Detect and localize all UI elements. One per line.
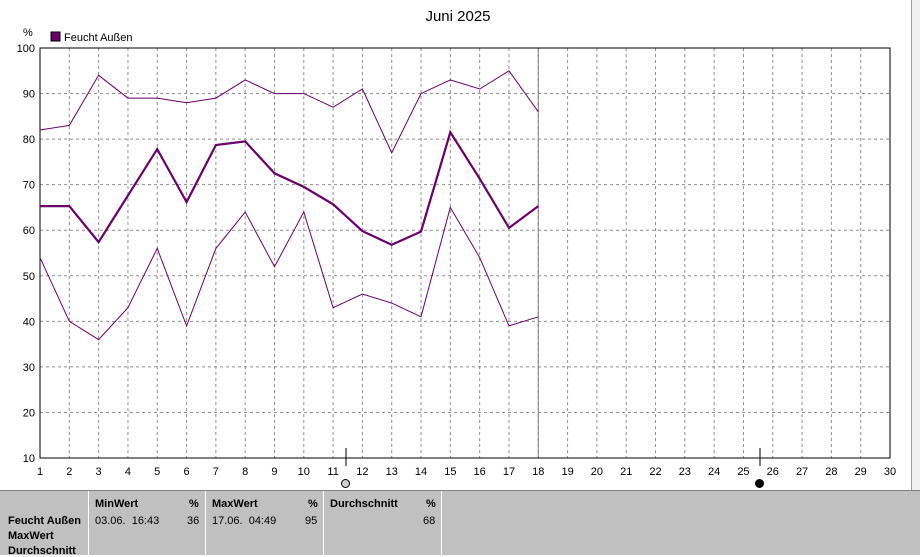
avg-value: 68 — [423, 515, 436, 527]
plot-area — [40, 48, 890, 458]
x-tick-label: 3 — [96, 466, 102, 478]
x-tick-label: 25 — [737, 466, 749, 478]
x-tick-label: 24 — [708, 466, 720, 478]
statistics-panel: Feucht Außen MaxWert Durchschnitt MinWer… — [0, 490, 920, 557]
min-unit: % — [189, 498, 199, 510]
row-label-maxwert: MaxWert — [8, 530, 54, 542]
min-time: 03.06. 16:43 — [95, 515, 160, 527]
legend-label: Feucht Außen — [64, 32, 133, 44]
x-tick-label: 27 — [796, 466, 808, 478]
x-tick-label: 11 — [327, 466, 338, 478]
x-tick-label: 18 — [532, 466, 544, 478]
row-label-durchschnitt: Durchschnitt — [8, 545, 76, 557]
x-tick-label: 30 — [884, 466, 896, 478]
range-end-marker[interactable] — [755, 479, 764, 488]
series-line-avg — [40, 129, 539, 247]
x-tick-label: 22 — [649, 466, 661, 478]
plot-frame — [39, 47, 891, 459]
y-tick-label: 100 — [17, 43, 35, 55]
series-line-max — [39, 70, 539, 154]
y-tick-label: 50 — [23, 271, 35, 283]
row-label-feucht-aussen: Feucht Außen — [8, 515, 81, 527]
y-tick-label: 20 — [23, 407, 35, 419]
y-tick-label: 30 — [23, 362, 35, 374]
max-value: 95 — [305, 515, 318, 527]
stats-column-min: MinWert % 03.06. 16:43 36 — [88, 491, 205, 555]
max-header: MaxWert — [212, 498, 258, 510]
x-tick-label: 7 — [213, 466, 219, 478]
series-line-min — [39, 206, 539, 341]
x-tick-label: 23 — [679, 466, 691, 478]
x-tick-label: 16 — [474, 466, 486, 478]
x-tick-label: 29 — [855, 466, 867, 478]
y-tick-label: 60 — [23, 225, 35, 237]
min-value: 36 — [187, 515, 200, 527]
window-frame-right — [911, 0, 920, 490]
y-axis-unit: % — [23, 27, 33, 39]
x-tick-label: 6 — [183, 466, 189, 478]
x-tick-label: 5 — [154, 466, 160, 478]
max-unit: % — [308, 498, 318, 510]
x-tick-label: 17 — [503, 466, 515, 478]
x-tick-label: 1 — [37, 466, 43, 478]
stats-column-avg: Durchschnitt % 68 — [323, 491, 442, 555]
x-tick-label: 13 — [386, 466, 398, 478]
min-header: MinWert — [95, 498, 139, 510]
x-tick-label: 12 — [356, 466, 368, 478]
range-start-marker[interactable] — [341, 479, 350, 488]
x-tick-label: 26 — [767, 466, 779, 478]
x-tick-label: 20 — [591, 466, 603, 478]
x-tick-label: 4 — [125, 466, 131, 478]
avg-unit: % — [426, 498, 436, 510]
x-tick-label: 8 — [242, 466, 248, 478]
x-tick-label: 21 — [620, 466, 632, 478]
x-tick-label: 2 — [66, 466, 72, 478]
x-tick-label: 15 — [444, 466, 456, 478]
x-tick-label: 10 — [298, 466, 310, 478]
y-tick-label: 40 — [23, 316, 35, 328]
x-tick-label: 19 — [561, 466, 573, 478]
y-tick-label: 80 — [23, 134, 35, 146]
y-tick-label: 10 — [23, 453, 35, 465]
x-tick-label: 28 — [825, 466, 837, 478]
stats-column-max: MaxWert % 17.06. 04:49 95 — [205, 491, 323, 555]
avg-header: Durchschnitt — [330, 498, 398, 510]
y-tick-label: 70 — [23, 180, 35, 192]
x-tick-label: 14 — [415, 466, 427, 478]
max-time: 17.06. 04:49 — [212, 515, 277, 527]
chart-title: Juni 2025 — [425, 8, 490, 25]
x-tick-label: 9 — [271, 466, 277, 478]
legend-swatch — [50, 31, 61, 42]
y-tick-label: 90 — [23, 89, 35, 101]
